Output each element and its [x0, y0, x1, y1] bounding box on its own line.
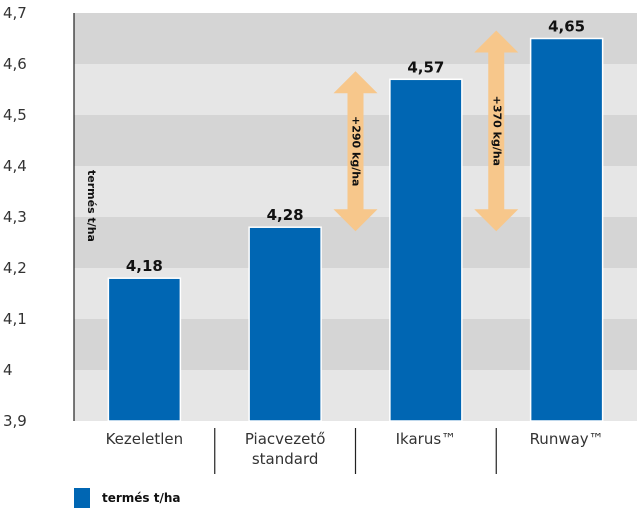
- bar-value-label: 4,65: [548, 18, 585, 36]
- bar-value-label: 4,18: [126, 257, 163, 275]
- x-category-label: Piacvezető: [245, 430, 326, 448]
- annotation-label: +370 kg/ha: [490, 96, 503, 166]
- x-category-label: Runway™: [530, 430, 604, 448]
- double-arrow-icon: [474, 30, 519, 232]
- double-arrow-icon: [333, 71, 378, 232]
- y-tick-label: 4,6: [3, 55, 27, 73]
- y-axis-label: termés t/ha: [85, 170, 98, 242]
- legend-swatch: [74, 488, 90, 508]
- bar-value-label: 4,28: [267, 206, 304, 224]
- y-tick-label: 4,2: [3, 259, 27, 277]
- legend-label: termés t/ha: [102, 491, 181, 505]
- annotation-arrows: +290 kg/ha +370 kg/ha: [333, 30, 519, 232]
- bar: [248, 226, 322, 422]
- annotation-label: +290 kg/ha: [350, 116, 363, 186]
- y-tick-label: 4,1: [3, 310, 27, 328]
- x-category-label: Ikarus™: [396, 430, 457, 448]
- x-category-label: Kezeletlen: [106, 430, 184, 448]
- bar-value-label: 4,57: [407, 58, 444, 76]
- y-axis-tick-labels: 3,9 4 4,1 4,2 4,3 4,4 4,5 4,6 4,7: [3, 4, 27, 430]
- x-axis-category-labels: Kezeletlen Piacvezető standard Ikarus™ Runwa…: [106, 428, 604, 474]
- bar: [107, 277, 182, 422]
- bars: 4,18 4,28 4,57 4,65: [107, 18, 604, 422]
- y-tick-label: 3,9: [3, 412, 27, 430]
- y-tick-label: 4,3: [3, 208, 27, 226]
- y-tick-label: 4,4: [3, 157, 27, 175]
- y-tick-label: 4,5: [3, 106, 27, 124]
- bar: [389, 78, 463, 422]
- bar: [529, 37, 604, 422]
- legend: termés t/ha: [74, 488, 181, 508]
- y-tick-label: 4: [3, 361, 13, 379]
- x-category-label: standard: [252, 450, 319, 468]
- y-tick-label: 4,7: [3, 4, 27, 22]
